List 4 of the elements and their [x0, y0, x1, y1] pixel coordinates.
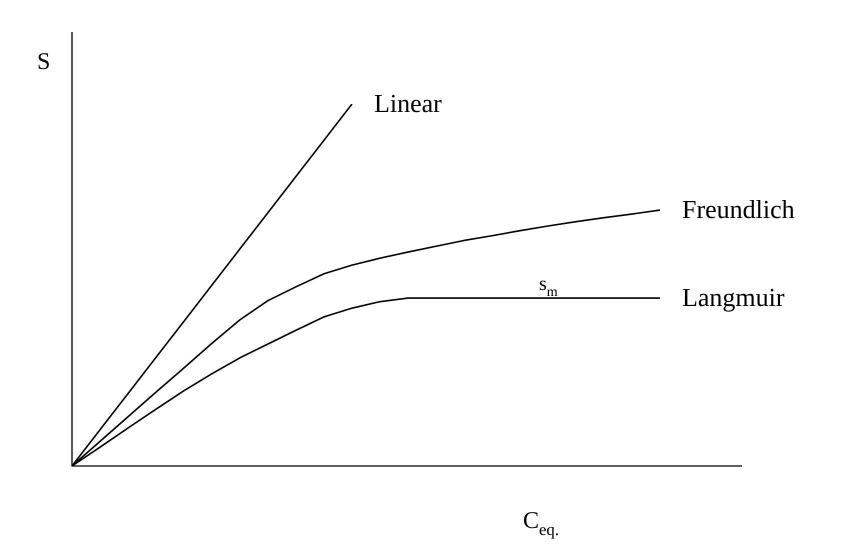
series-label: Langmuir [682, 283, 785, 312]
y-axis-title: S [37, 49, 50, 75]
series-label: Linear [374, 89, 442, 118]
series-label: Freundlich [682, 195, 795, 224]
